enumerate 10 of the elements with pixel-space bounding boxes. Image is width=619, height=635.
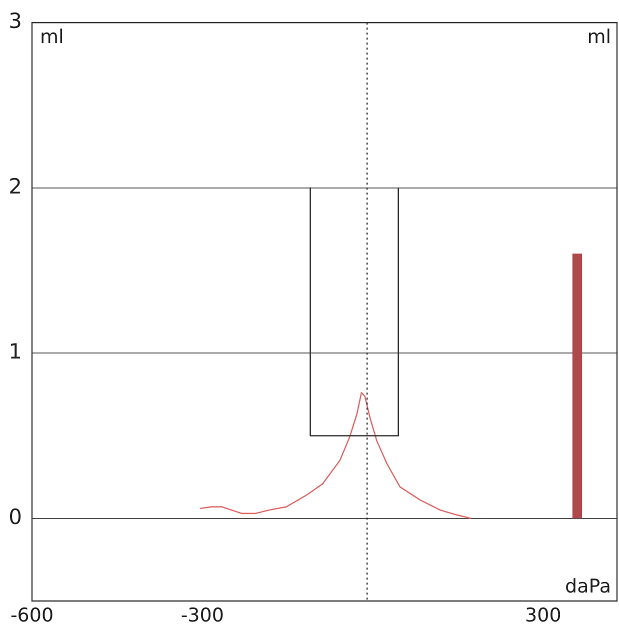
x-tick-label: 300 — [525, 604, 562, 626]
y-tick-label: 1 — [8, 340, 22, 364]
x-tick-label: -300 — [180, 604, 224, 626]
x-tick-label: -600 — [10, 604, 54, 626]
y-axis-title: ml — [40, 26, 64, 48]
y-tick-label: 3 — [8, 9, 22, 34]
x-axis-title: daPa — [565, 575, 611, 598]
y-tick-label: 2 — [8, 174, 22, 198]
y-tick-label: 0 — [8, 504, 22, 529]
y2-axis-title: ml — [587, 26, 611, 48]
